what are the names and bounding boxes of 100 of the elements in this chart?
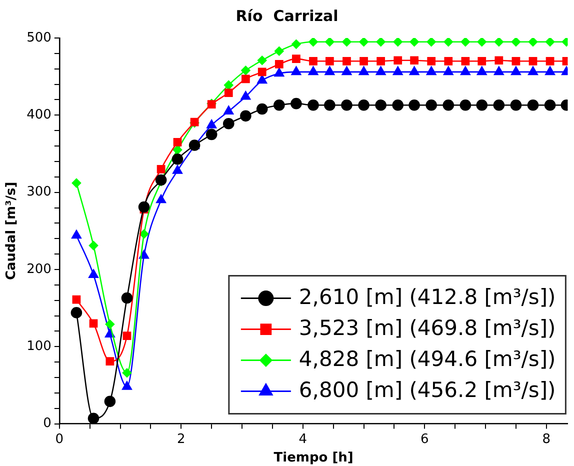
point <box>358 66 369 76</box>
point <box>222 118 234 130</box>
point <box>460 38 470 47</box>
point <box>545 66 556 76</box>
point <box>71 230 82 239</box>
chart-title: Río Carrizal <box>236 6 338 25</box>
y-tick-label: 500 <box>26 30 52 46</box>
point <box>461 56 470 66</box>
point <box>258 68 266 76</box>
point <box>89 319 98 328</box>
x-tick-label: 2 <box>177 432 186 447</box>
point <box>326 56 334 66</box>
point <box>292 54 300 64</box>
point <box>70 307 82 318</box>
point <box>494 66 504 76</box>
point <box>393 38 403 47</box>
point <box>510 66 521 76</box>
point <box>426 38 436 47</box>
point <box>408 99 420 111</box>
point <box>444 38 454 47</box>
point <box>106 357 114 366</box>
point <box>376 66 386 76</box>
point <box>274 99 285 111</box>
point <box>172 165 182 174</box>
point <box>240 110 252 122</box>
x-tick-label: 0 <box>55 432 64 447</box>
point <box>427 56 436 66</box>
point <box>257 74 268 84</box>
point <box>444 56 453 66</box>
point <box>392 99 404 111</box>
point <box>545 38 555 47</box>
point <box>426 66 436 76</box>
point <box>410 38 419 47</box>
point <box>324 99 336 111</box>
point <box>274 60 284 68</box>
point <box>528 66 538 76</box>
point <box>308 38 318 47</box>
point <box>512 56 520 66</box>
point <box>325 38 334 47</box>
legend-label: 6,800 [m] (456.2 [m³/s]) <box>298 378 556 402</box>
point <box>409 66 420 76</box>
point <box>72 295 81 304</box>
point <box>460 99 472 111</box>
point <box>72 178 82 188</box>
y-tick-label: 400 <box>26 108 52 123</box>
point <box>290 98 302 110</box>
point <box>206 120 217 128</box>
point <box>121 292 133 304</box>
point <box>257 56 267 66</box>
point <box>511 38 521 47</box>
point <box>546 56 554 66</box>
point <box>392 66 403 76</box>
point <box>528 56 538 66</box>
point <box>274 68 284 77</box>
point <box>478 56 486 66</box>
y-tick-label: 0 <box>43 416 52 432</box>
point <box>173 138 182 146</box>
point <box>426 99 437 111</box>
point <box>476 99 488 111</box>
x-axis-title: Tiempo [h] <box>274 450 354 466</box>
point <box>360 56 368 66</box>
point <box>122 332 132 340</box>
point <box>460 66 470 76</box>
y-tick-label: 200 <box>26 262 52 277</box>
point <box>292 40 301 49</box>
point <box>494 56 504 65</box>
point <box>172 145 182 155</box>
point <box>105 320 115 329</box>
point <box>308 66 318 76</box>
point <box>341 99 352 111</box>
point <box>442 99 454 111</box>
legend-label: 2,610 [m] (412.8 [m³/s]) <box>298 284 556 309</box>
point <box>274 46 284 56</box>
x-tick-label: 8 <box>542 432 551 447</box>
point <box>242 74 250 84</box>
x-tick-label: 4 <box>298 432 308 447</box>
point <box>527 99 539 111</box>
point <box>88 240 98 250</box>
point <box>476 66 487 76</box>
point <box>122 381 132 390</box>
point <box>206 128 218 140</box>
point <box>88 269 98 278</box>
point <box>342 66 352 76</box>
point <box>510 99 522 111</box>
point <box>122 368 132 378</box>
point <box>139 229 149 239</box>
point <box>342 38 352 47</box>
point <box>358 99 370 111</box>
point <box>324 66 335 76</box>
point <box>241 66 250 76</box>
point <box>494 38 504 47</box>
point <box>477 38 487 47</box>
point <box>544 99 556 111</box>
point <box>376 38 386 47</box>
point <box>104 396 116 408</box>
legend-label: 4,828 [m] (494.6 [m³/s]) <box>298 346 556 371</box>
point <box>138 201 150 213</box>
point <box>172 153 184 165</box>
point <box>394 56 402 65</box>
point <box>155 174 167 186</box>
